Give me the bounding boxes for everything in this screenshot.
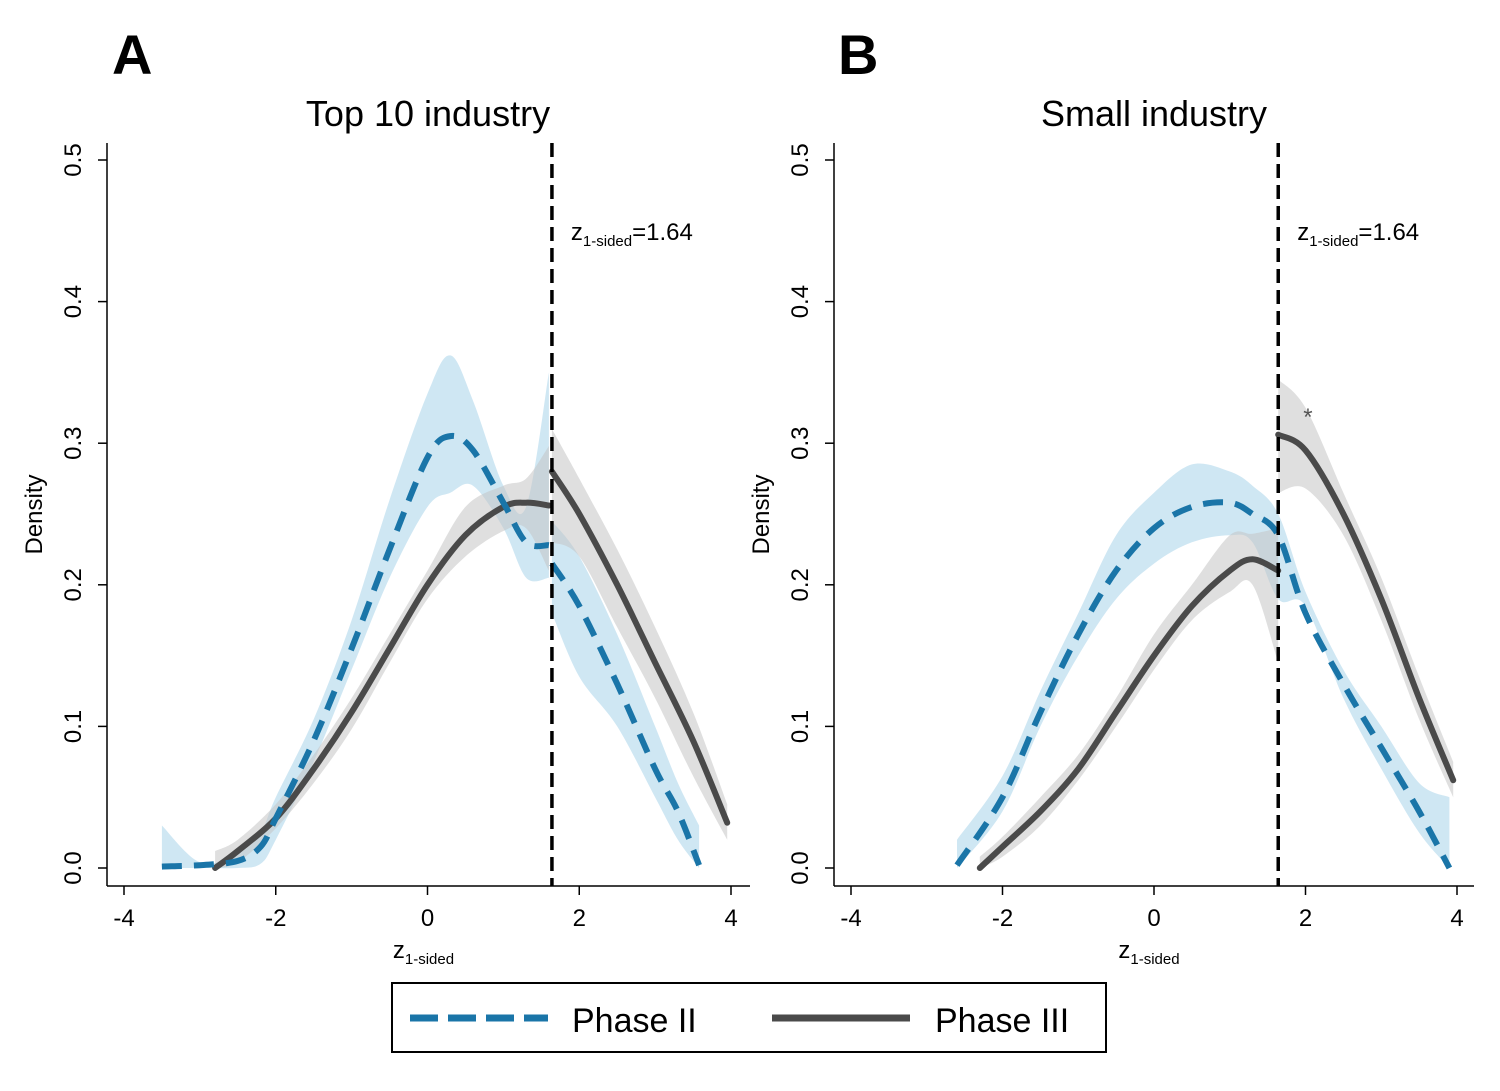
x-axis-label-b: z1-sided: [1118, 937, 1179, 968]
y-tick-label-a-2: 0.2: [60, 568, 87, 601]
density-line-b-phase-ii-0: [954, 499, 1453, 870]
significance-star-b: *: [1303, 404, 1312, 431]
y-tick-label-a-1: 0.1: [60, 710, 87, 743]
y-tick-label-a-5: 0.5: [60, 143, 87, 176]
panel-b: B Small industry 0.00.10.20.30.40.5-4 -2 0…: [748, 23, 1474, 968]
y-tick-label-b-3: 0.3: [787, 427, 814, 460]
threshold-label-a: z1-sided=1.64: [571, 219, 693, 250]
y-tick-label-a-3: 0.3: [60, 427, 87, 460]
legend-label-phase-iii: Phase III: [935, 1002, 1069, 1040]
y-tick-label-b-2: 0.2: [787, 568, 814, 601]
x-axis-label-a: z1-sided: [393, 937, 454, 968]
density-line-a-phase-ii-1: [549, 561, 702, 867]
density-line-a-phase-iii-0: [212, 499, 552, 871]
threshold-label-b: z1-sided=1.64: [1297, 219, 1419, 250]
x-tick-label-a-3: 2: [573, 905, 586, 932]
x-tick-label-b-2: 0: [1147, 905, 1160, 932]
density-line-b-phase-iii-0: [976, 556, 1282, 871]
y-tick-label-b-5: 0.5: [787, 143, 814, 176]
density-lines-b: [954, 431, 1457, 871]
y-tick-label-b-1: 0.1: [787, 710, 814, 743]
y-axis-label-b: Density: [748, 474, 775, 554]
x-tick-label-b-4: 4: [1450, 905, 1463, 932]
confidence-bands-b: [957, 379, 1454, 868]
y-tick-label-b-4: 0.4: [787, 285, 814, 318]
panel-letter-a: A: [112, 23, 152, 86]
panel-title-b: Small industry: [1041, 93, 1267, 134]
y-axis-label-a: Density: [21, 474, 48, 554]
confidence-bands-a: [161, 355, 728, 869]
confidence-band-b-phase-ii-0: [957, 463, 1450, 868]
density-line-b-phase-iii-1: [1275, 431, 1457, 784]
panel-title-a: Top 10 industry: [306, 93, 550, 134]
x-tick-label-b-3: 2: [1299, 905, 1312, 932]
panel-letter-b: B: [838, 23, 878, 86]
density-lines-a: [161, 432, 731, 871]
legend: Phase II Phase III: [391, 982, 1107, 1053]
density-line-a-phase-ii-0: [161, 432, 550, 870]
y-tick-label-a-4: 0.4: [60, 285, 87, 318]
x-tick-label-a-4: 4: [724, 905, 737, 932]
density-line-a-phase-iii-1: [548, 468, 731, 826]
confidence-band-a-phase-ii-0: [161, 355, 549, 869]
x-tick-label-a-1: -2: [265, 905, 286, 932]
legend-label-phase-ii: Phase II: [572, 1002, 697, 1040]
confidence-band-a-phase-ii-1: [551, 521, 700, 868]
y-tick-label-b-0: 0.0: [787, 851, 814, 884]
confidence-band-b-phase-iii-1: [1278, 379, 1454, 798]
x-tick-label-b-1: -2: [992, 905, 1013, 932]
axes-b: 0.0 0.1 0.2 0.3 0.4 0.5 -4 -2 0 2 4: [787, 143, 1474, 932]
panel-a: A Top 10 industry 0.0 0.1 0.2 0.3 0.4 0.5 -4 -2…: [21, 23, 750, 968]
x-tick-label-a-0: -4: [113, 905, 134, 932]
axes-a: 0.0 0.1 0.2 0.3 0.4 0.5 -4 -2 0 2 4: [60, 143, 750, 932]
x-tick-label-b-0: -4: [840, 905, 861, 932]
x-tick-label-a-2: 0: [421, 905, 434, 932]
y-tick-label-a-0: 0.0: [60, 851, 87, 884]
